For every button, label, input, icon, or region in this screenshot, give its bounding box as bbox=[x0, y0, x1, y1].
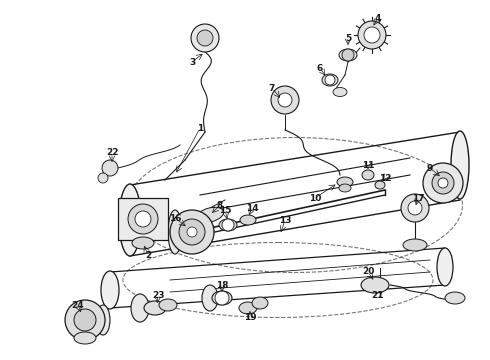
Text: 16: 16 bbox=[169, 213, 181, 222]
Circle shape bbox=[191, 24, 219, 52]
Circle shape bbox=[271, 86, 299, 114]
Ellipse shape bbox=[212, 291, 232, 305]
Ellipse shape bbox=[144, 301, 166, 315]
Ellipse shape bbox=[333, 87, 347, 96]
Ellipse shape bbox=[239, 302, 257, 314]
Text: 17: 17 bbox=[412, 194, 424, 202]
Ellipse shape bbox=[132, 237, 154, 249]
Text: 23: 23 bbox=[152, 291, 164, 300]
Ellipse shape bbox=[196, 207, 223, 223]
Ellipse shape bbox=[362, 170, 374, 180]
Text: 6: 6 bbox=[317, 63, 323, 72]
Text: 19: 19 bbox=[244, 314, 256, 323]
Text: 2: 2 bbox=[145, 251, 151, 260]
Ellipse shape bbox=[339, 49, 357, 61]
Circle shape bbox=[432, 172, 454, 194]
Ellipse shape bbox=[339, 184, 351, 192]
Ellipse shape bbox=[159, 299, 177, 311]
Ellipse shape bbox=[219, 219, 237, 231]
Circle shape bbox=[197, 30, 213, 46]
Text: 4: 4 bbox=[375, 14, 381, 23]
Ellipse shape bbox=[375, 181, 385, 189]
Text: 13: 13 bbox=[279, 216, 291, 225]
Ellipse shape bbox=[437, 248, 453, 286]
Ellipse shape bbox=[322, 74, 338, 86]
Text: 22: 22 bbox=[106, 148, 118, 157]
Circle shape bbox=[401, 194, 429, 222]
Text: 24: 24 bbox=[72, 301, 84, 310]
Text: 8: 8 bbox=[217, 201, 223, 210]
Ellipse shape bbox=[451, 131, 469, 199]
Circle shape bbox=[222, 219, 234, 231]
Circle shape bbox=[74, 309, 96, 331]
Ellipse shape bbox=[337, 177, 353, 187]
Ellipse shape bbox=[361, 277, 389, 293]
Circle shape bbox=[179, 219, 205, 245]
Text: 5: 5 bbox=[345, 33, 351, 42]
Circle shape bbox=[187, 227, 197, 237]
Ellipse shape bbox=[101, 271, 119, 309]
Text: 3: 3 bbox=[189, 58, 195, 67]
Circle shape bbox=[364, 27, 380, 43]
Circle shape bbox=[423, 163, 463, 203]
Text: 10: 10 bbox=[309, 194, 321, 202]
Bar bbox=[118, 198, 168, 240]
Circle shape bbox=[98, 173, 108, 183]
Ellipse shape bbox=[74, 332, 96, 344]
Circle shape bbox=[438, 178, 448, 188]
Text: 9: 9 bbox=[427, 163, 433, 172]
Ellipse shape bbox=[252, 297, 268, 309]
Circle shape bbox=[342, 49, 354, 61]
Ellipse shape bbox=[168, 210, 182, 254]
Ellipse shape bbox=[96, 305, 110, 335]
Circle shape bbox=[128, 204, 158, 234]
Circle shape bbox=[408, 201, 422, 215]
Text: 20: 20 bbox=[362, 267, 374, 276]
Ellipse shape bbox=[131, 294, 149, 322]
Ellipse shape bbox=[445, 292, 465, 304]
Text: 18: 18 bbox=[216, 280, 228, 289]
Circle shape bbox=[102, 160, 118, 176]
Circle shape bbox=[278, 93, 292, 107]
Circle shape bbox=[325, 75, 335, 85]
Text: 1: 1 bbox=[197, 123, 203, 132]
Text: 11: 11 bbox=[362, 161, 374, 170]
Ellipse shape bbox=[240, 215, 256, 225]
Circle shape bbox=[65, 300, 105, 340]
Circle shape bbox=[170, 210, 214, 254]
Circle shape bbox=[358, 21, 386, 49]
Text: 15: 15 bbox=[219, 206, 231, 215]
Text: 12: 12 bbox=[379, 174, 391, 183]
Text: 21: 21 bbox=[372, 291, 384, 300]
Text: 7: 7 bbox=[269, 84, 275, 93]
Ellipse shape bbox=[119, 184, 141, 256]
Text: 14: 14 bbox=[245, 203, 258, 212]
Circle shape bbox=[135, 211, 151, 227]
Ellipse shape bbox=[403, 239, 427, 251]
Circle shape bbox=[215, 291, 229, 305]
Ellipse shape bbox=[202, 285, 218, 311]
